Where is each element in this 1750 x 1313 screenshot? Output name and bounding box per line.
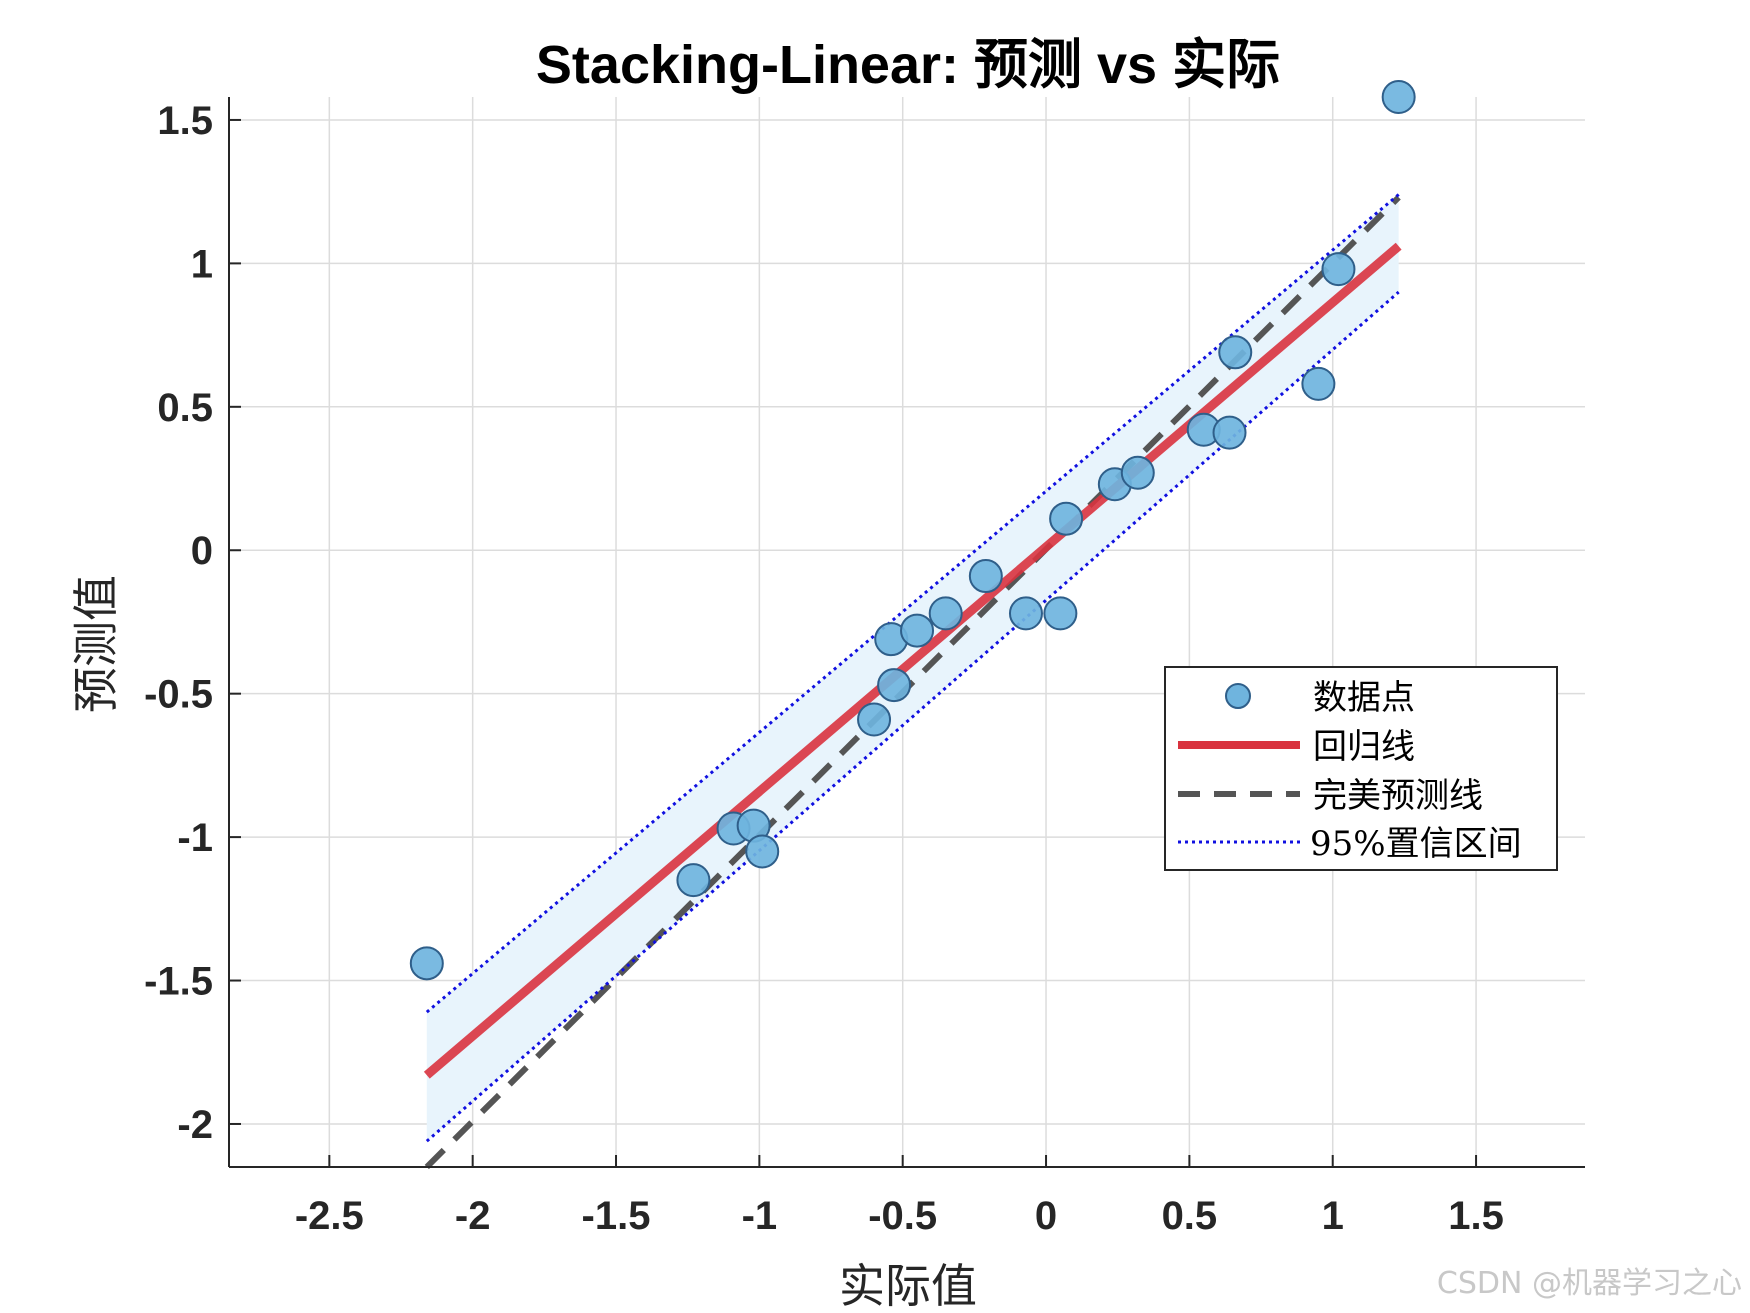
data-point bbox=[1212, 415, 1247, 450]
data-point bbox=[676, 863, 711, 898]
y-tick-label: -2 bbox=[177, 1103, 213, 1147]
y-tick-label: -1.5 bbox=[144, 960, 213, 1004]
y-tick-label: 0 bbox=[191, 529, 213, 573]
data-point bbox=[1049, 501, 1084, 536]
data-point bbox=[900, 613, 935, 648]
tick-labels: -2.5 -2 -1.5 -1 -0.5 0 0.5 1 1.5 -2 -1.5 -1 -0.5 0 0.5… bbox=[144, 99, 1504, 1238]
x-axis-label: 实际值 bbox=[839, 1259, 977, 1313]
x-tick-label: -1.5 bbox=[582, 1194, 651, 1238]
axes bbox=[228, 97, 1585, 1168]
watermark: CSDN @机器学习之心 bbox=[1437, 1266, 1742, 1301]
data-point bbox=[928, 596, 963, 631]
x-tick-label: -0.5 bbox=[868, 1194, 937, 1238]
x-tick-label: 1 bbox=[1322, 1194, 1344, 1238]
chart-title: Stacking-Linear: 预测 vs 实际 bbox=[536, 35, 1280, 95]
data-point bbox=[877, 668, 912, 703]
data-point bbox=[745, 834, 780, 869]
data-point bbox=[1043, 596, 1078, 631]
data-point bbox=[409, 946, 444, 981]
data-point bbox=[857, 702, 892, 737]
y-tick-label: -1 bbox=[177, 816, 213, 860]
x-tick-label: -2.5 bbox=[295, 1194, 364, 1238]
data-points bbox=[409, 80, 1416, 981]
x-tick-label: 1.5 bbox=[1448, 1194, 1504, 1238]
legend-marker-scatter bbox=[1225, 683, 1251, 709]
legend-label-perfect: 完美预测线 bbox=[1313, 776, 1483, 816]
legend-label-scatter: 数据点 bbox=[1313, 678, 1415, 718]
data-point bbox=[1120, 455, 1155, 490]
legend-label-ci: 95%置信区间 bbox=[1310, 824, 1522, 864]
y-tick-label: -0.5 bbox=[144, 673, 213, 717]
x-tick-label: 0 bbox=[1035, 1194, 1057, 1238]
x-tick-label: -1 bbox=[742, 1194, 778, 1238]
legend-label-regression: 回归线 bbox=[1313, 727, 1415, 767]
x-tick-label: 0.5 bbox=[1162, 1194, 1218, 1238]
legend: 数据点 回归线 完美预测线 95%置信区间 bbox=[1164, 666, 1558, 871]
data-point bbox=[1301, 366, 1336, 401]
y-tick-label: 1 bbox=[191, 242, 213, 286]
y-axis-label: 预测值 bbox=[69, 575, 123, 713]
data-point bbox=[1381, 80, 1416, 114]
data-point bbox=[1321, 252, 1356, 287]
confidence-band bbox=[426, 194, 1399, 1142]
y-tick-label: 1.5 bbox=[157, 99, 213, 143]
regression-line bbox=[423, 242, 1402, 1079]
data-point bbox=[1008, 596, 1043, 631]
y-tick-label: 0.5 bbox=[157, 386, 213, 430]
ci-upper-line bbox=[425, 193, 1400, 1014]
x-tick-label: -2 bbox=[455, 1194, 491, 1238]
data-point bbox=[1218, 335, 1253, 370]
ci-lower-line bbox=[425, 290, 1400, 1143]
data-point bbox=[968, 559, 1003, 594]
confidence-band-fill bbox=[426, 194, 1399, 1142]
